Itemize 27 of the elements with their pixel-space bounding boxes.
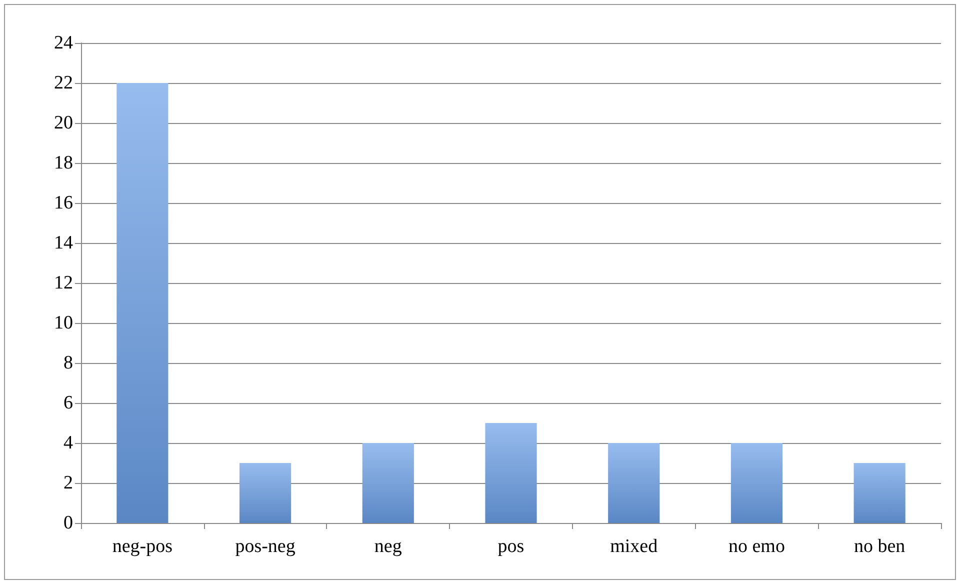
y-tick-label: 4 — [64, 432, 74, 454]
x-tick-label: pos — [498, 536, 524, 557]
y-tick-label: 2 — [64, 472, 73, 494]
y-tick-label: 24 — [54, 32, 74, 54]
bar — [116, 83, 168, 523]
y-tick-label: 12 — [54, 272, 73, 294]
y-tick-label: 10 — [54, 312, 73, 334]
y-tick-label: 20 — [54, 112, 73, 134]
y-tick-label: 18 — [54, 152, 73, 174]
bar — [362, 443, 414, 523]
y-tick-label: 6 — [64, 392, 73, 414]
x-tick-label: neg — [374, 536, 402, 557]
x-tick-label: mixed — [610, 536, 658, 557]
x-tick-label: no ben — [854, 536, 906, 557]
x-tick-label: pos-neg — [235, 536, 296, 557]
x-tick-label: no emo — [728, 536, 785, 557]
bar — [608, 443, 660, 523]
bar — [239, 463, 292, 523]
y-tick-label: 22 — [54, 72, 73, 94]
bar — [730, 443, 783, 523]
y-tick-label: 16 — [54, 192, 73, 214]
y-tick-label: 0 — [64, 512, 73, 534]
bar — [485, 423, 537, 523]
y-tick-label: 14 — [54, 232, 74, 254]
bar — [854, 463, 906, 523]
x-tick-label: neg-pos — [112, 536, 173, 557]
y-tick-label: 8 — [64, 352, 73, 374]
